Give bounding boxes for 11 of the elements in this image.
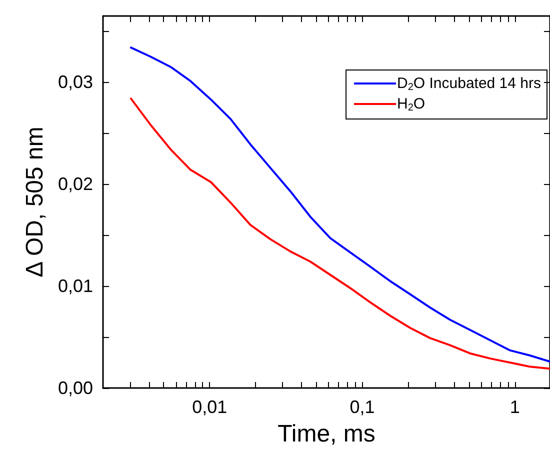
y-tick-label: 0,01 (58, 276, 93, 296)
y-tick-label: 0,00 (58, 378, 93, 398)
x-tick-label: 0,01 (192, 397, 228, 417)
y-axis-title: Δ OD, 505 nm (22, 126, 48, 278)
y-tick-label: 0,03 (58, 72, 93, 92)
line-series (130, 98, 550, 370)
line-series (130, 46, 550, 362)
y-tick-label: 0,02 (58, 174, 93, 194)
x-axis-title: Time, ms (278, 420, 376, 448)
x-tick-label: 0,1 (350, 397, 375, 417)
x-tick-label: 1 (510, 397, 520, 417)
